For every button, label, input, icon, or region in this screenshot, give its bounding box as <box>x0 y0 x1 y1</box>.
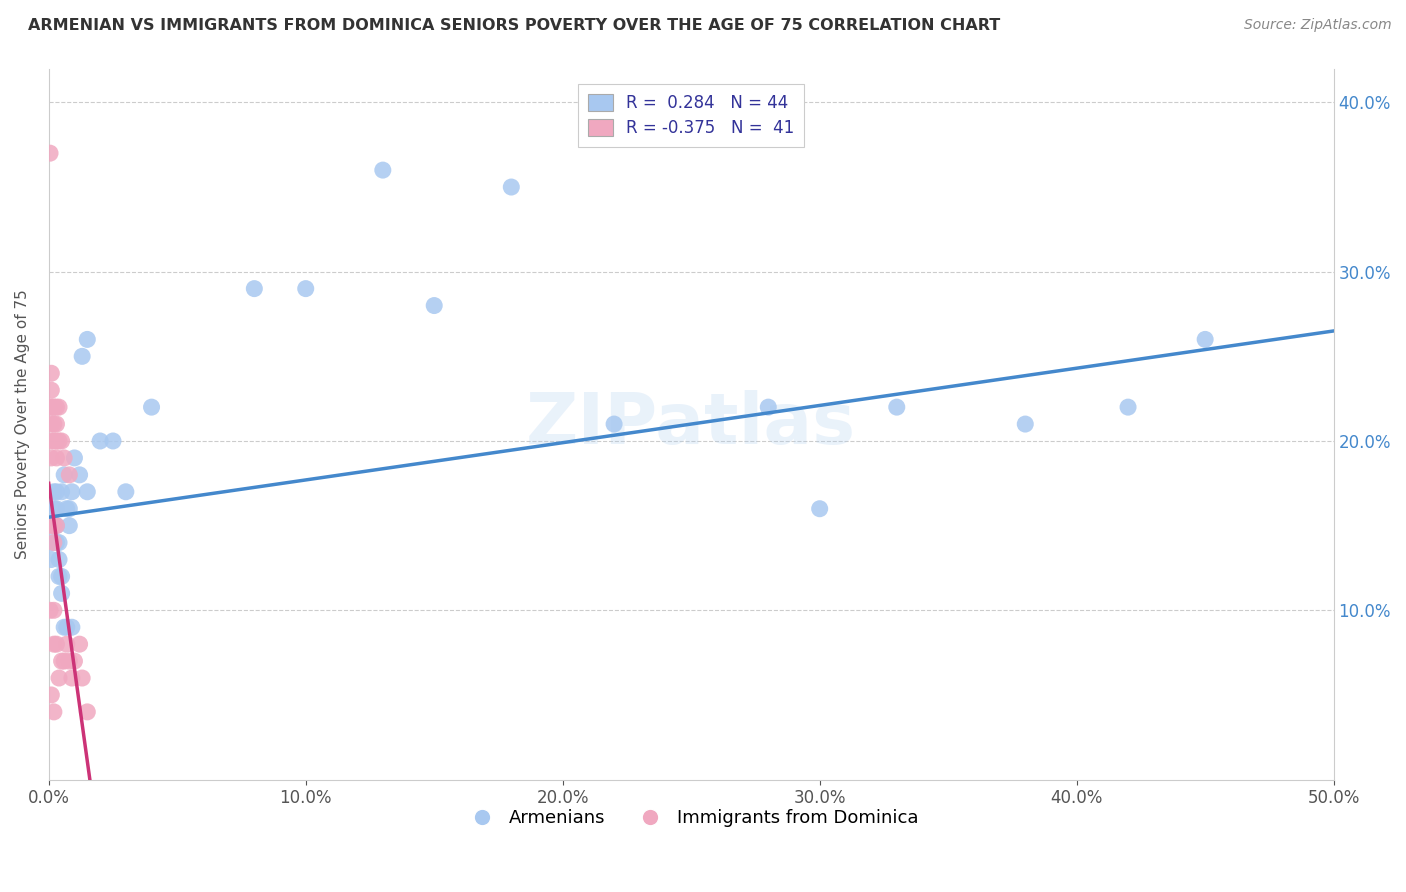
Point <box>48 535 70 549</box>
Point <box>55 501 77 516</box>
Point <box>39 603 62 617</box>
Point <box>294 282 316 296</box>
Point <box>42 400 65 414</box>
Point <box>60 671 83 685</box>
Point <box>48 552 70 566</box>
Point <box>42 518 65 533</box>
Point <box>101 434 124 448</box>
Point <box>41 688 63 702</box>
Point <box>41 383 63 397</box>
Point <box>48 434 70 448</box>
Point <box>76 484 98 499</box>
Point <box>603 417 626 431</box>
Text: Source: ZipAtlas.com: Source: ZipAtlas.com <box>1244 18 1392 32</box>
Point <box>1014 417 1036 431</box>
Point <box>53 654 76 668</box>
Point <box>45 518 67 533</box>
Point <box>51 434 73 448</box>
Point <box>45 417 67 431</box>
Point <box>501 180 523 194</box>
Point <box>58 467 80 482</box>
Point <box>45 501 67 516</box>
Point <box>42 518 65 533</box>
Point <box>42 603 65 617</box>
Point <box>53 450 76 465</box>
Point <box>55 637 77 651</box>
Point <box>63 654 86 668</box>
Point <box>55 620 77 634</box>
Point <box>58 501 80 516</box>
Point <box>70 349 93 363</box>
Point <box>76 705 98 719</box>
Point <box>243 282 266 296</box>
Point <box>41 417 63 431</box>
Point <box>41 366 63 380</box>
Point <box>41 535 63 549</box>
Point <box>42 705 65 719</box>
Point <box>45 434 67 448</box>
Point <box>141 400 163 414</box>
Point <box>45 518 67 533</box>
Point <box>41 552 63 566</box>
Point <box>42 434 65 448</box>
Point <box>42 484 65 499</box>
Text: ARMENIAN VS IMMIGRANTS FROM DOMINICA SENIORS POVERTY OVER THE AGE OF 75 CORRELAT: ARMENIAN VS IMMIGRANTS FROM DOMINICA SEN… <box>28 18 1001 33</box>
Point <box>53 467 76 482</box>
Point <box>115 484 138 499</box>
Point <box>371 163 394 178</box>
Point <box>41 518 63 533</box>
Point <box>423 299 446 313</box>
Point <box>51 586 73 600</box>
Point <box>70 671 93 685</box>
Point <box>41 400 63 414</box>
Point <box>48 569 70 583</box>
Point <box>39 400 62 414</box>
Point <box>69 637 91 651</box>
Point <box>756 400 779 414</box>
Point <box>60 620 83 634</box>
Point <box>51 654 73 668</box>
Point <box>45 450 67 465</box>
Point <box>63 450 86 465</box>
Point <box>60 484 83 499</box>
Point <box>89 434 111 448</box>
Point <box>42 400 65 414</box>
Point <box>1194 333 1216 347</box>
Point <box>42 535 65 549</box>
Point <box>45 637 67 651</box>
Point <box>808 501 831 516</box>
Point <box>51 569 73 583</box>
Y-axis label: Seniors Poverty Over the Age of 75: Seniors Poverty Over the Age of 75 <box>15 289 30 559</box>
Point <box>53 620 76 634</box>
Point <box>41 434 63 448</box>
Point <box>48 671 70 685</box>
Point <box>69 467 91 482</box>
Point <box>42 417 65 431</box>
Point <box>45 484 67 499</box>
Point <box>45 400 67 414</box>
Point <box>48 400 70 414</box>
Point <box>45 535 67 549</box>
Point <box>42 637 65 651</box>
Text: ZIPatlas: ZIPatlas <box>526 390 856 458</box>
Legend: Armenians, Immigrants from Dominica: Armenians, Immigrants from Dominica <box>457 802 927 835</box>
Point <box>58 654 80 668</box>
Point <box>41 450 63 465</box>
Point <box>39 146 62 161</box>
Point <box>51 484 73 499</box>
Point <box>58 518 80 533</box>
Point <box>42 501 65 516</box>
Point <box>1116 400 1139 414</box>
Point <box>76 333 98 347</box>
Point <box>886 400 908 414</box>
